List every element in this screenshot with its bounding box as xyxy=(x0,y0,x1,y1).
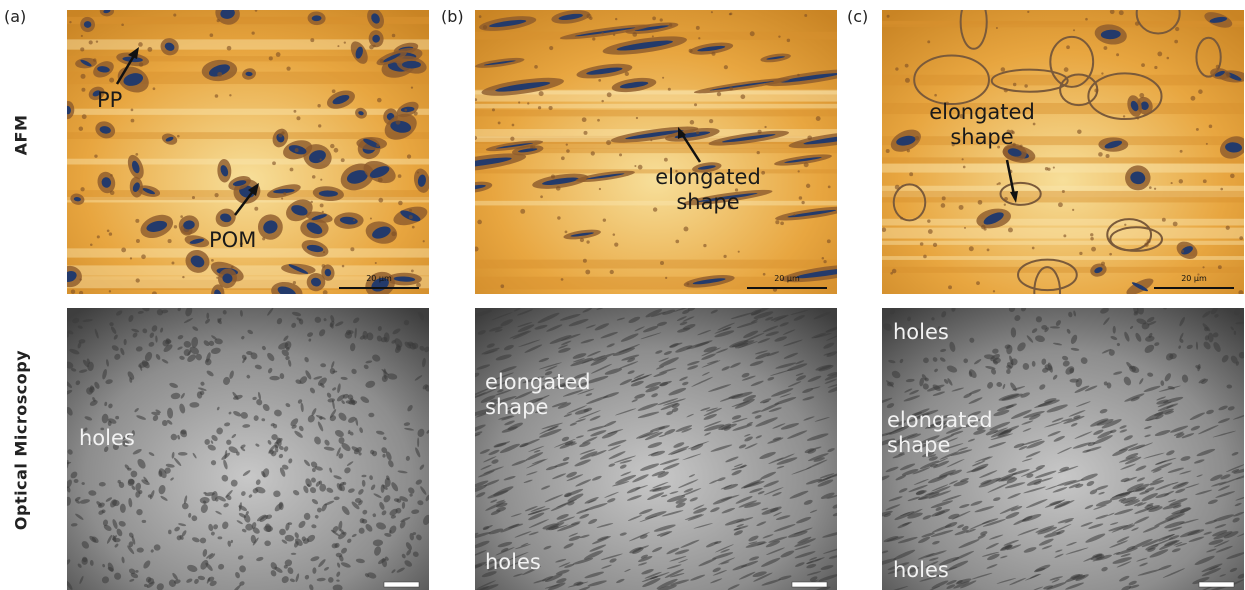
hole xyxy=(1107,382,1112,388)
hole xyxy=(269,376,280,380)
row-label: Optical Microscopy xyxy=(12,350,31,530)
annotation: holes xyxy=(893,558,949,583)
micrograph xyxy=(475,308,837,590)
scale-label: 20 µm xyxy=(339,274,419,283)
scale-bar xyxy=(384,582,419,587)
afm-image: elongated shape 20 µm xyxy=(475,10,837,294)
arrows xyxy=(475,10,837,294)
annotation: holes xyxy=(893,320,949,345)
hole xyxy=(338,437,344,444)
afm-image: PP POM 20 µm xyxy=(67,10,429,294)
hole xyxy=(368,413,374,418)
scale-bar xyxy=(792,582,827,587)
scale-label: 20 µm xyxy=(1154,274,1234,283)
figure: (a) (b) (c) AFM Optical Microscopy PP PO… xyxy=(0,0,1245,590)
optical-image: holes elongated shape holes xyxy=(882,308,1244,590)
annotation: holes xyxy=(485,550,541,575)
arrows xyxy=(67,10,429,294)
scale-bar xyxy=(1199,582,1234,587)
row-label: AFM xyxy=(12,115,31,156)
arrow xyxy=(117,54,135,84)
hole xyxy=(417,437,419,447)
arrow xyxy=(1007,160,1014,195)
hole xyxy=(217,536,222,539)
hole xyxy=(137,547,144,552)
hole xyxy=(407,342,413,346)
optical-image: holes xyxy=(67,308,429,590)
arrow-head xyxy=(128,47,139,59)
arrow xyxy=(235,190,254,215)
arrow xyxy=(682,134,700,162)
scale-label: 20 µm xyxy=(747,274,827,283)
optical-image: elongated shape holes xyxy=(475,308,837,590)
arrow-head xyxy=(1010,191,1018,203)
panel-label: (c) xyxy=(847,7,868,26)
annotation: elongated shape xyxy=(485,370,615,420)
arrows xyxy=(882,10,1244,294)
panel-label: (a) xyxy=(4,7,26,26)
panel-label: (b) xyxy=(441,7,464,26)
hole xyxy=(1113,326,1116,334)
annotation: holes xyxy=(79,426,135,451)
afm-image: elongated shape 20 µm xyxy=(882,10,1244,294)
annotation: elongated shape xyxy=(887,408,1017,458)
